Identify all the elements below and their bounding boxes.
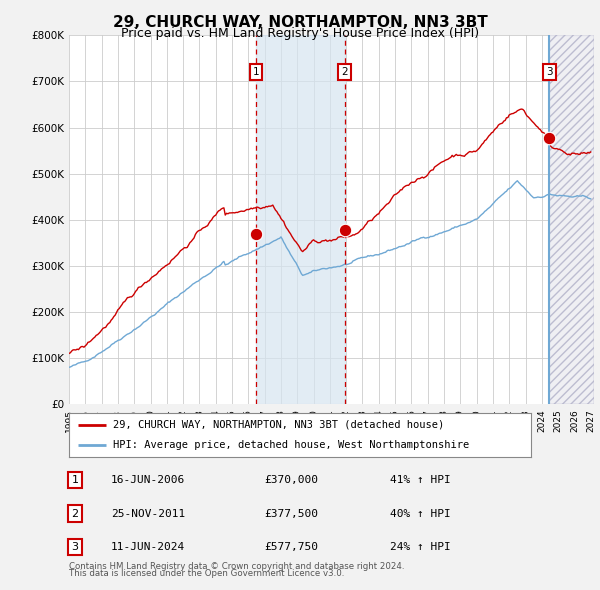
Text: HPI: Average price, detached house, West Northamptonshire: HPI: Average price, detached house, West… [113,440,469,450]
Text: £377,500: £377,500 [264,509,318,519]
Text: 3: 3 [71,542,79,552]
Text: Price paid vs. HM Land Registry's House Price Index (HPI): Price paid vs. HM Land Registry's House … [121,27,479,40]
Text: £370,000: £370,000 [264,475,318,485]
Text: 24% ↑ HPI: 24% ↑ HPI [390,542,451,552]
Text: Contains HM Land Registry data © Crown copyright and database right 2024.: Contains HM Land Registry data © Crown c… [69,562,404,571]
Text: 1: 1 [71,475,79,485]
Text: 3: 3 [546,67,553,77]
Bar [550,35,594,404]
Text: 25-NOV-2011: 25-NOV-2011 [111,509,185,519]
Text: 2: 2 [341,67,348,77]
Bar [550,35,594,404]
Text: 41% ↑ HPI: 41% ↑ HPI [390,475,451,485]
Text: 2: 2 [71,509,79,519]
Text: 16-JUN-2006: 16-JUN-2006 [111,475,185,485]
Text: 29, CHURCH WAY, NORTHAMPTON, NN3 3BT: 29, CHURCH WAY, NORTHAMPTON, NN3 3BT [113,15,487,30]
Text: 11-JUN-2024: 11-JUN-2024 [111,542,185,552]
Text: £577,750: £577,750 [264,542,318,552]
Text: 29, CHURCH WAY, NORTHAMPTON, NN3 3BT (detached house): 29, CHURCH WAY, NORTHAMPTON, NN3 3BT (de… [113,420,444,430]
Bar [550,35,594,404]
Text: 40% ↑ HPI: 40% ↑ HPI [390,509,451,519]
Text: This data is licensed under the Open Government Licence v3.0.: This data is licensed under the Open Gov… [69,569,344,578]
Text: 1: 1 [253,67,259,77]
Bar [256,35,344,404]
